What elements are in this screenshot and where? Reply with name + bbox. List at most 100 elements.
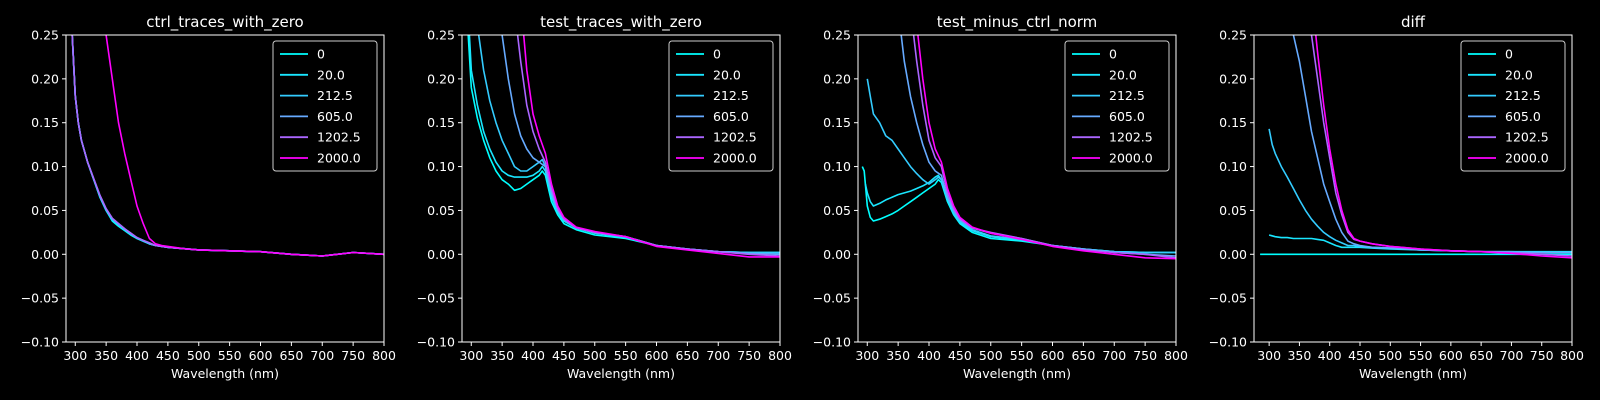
y-tick-label: 0.05 — [427, 203, 455, 218]
chart-title: test_traces_with_zero — [540, 13, 702, 32]
y-tick-label: 0.20 — [31, 71, 59, 86]
x-tick-label: 400 — [521, 348, 545, 363]
x-tick-label: 400 — [125, 348, 149, 363]
y-tick-label: 0.20 — [1219, 71, 1247, 86]
x-tick-label: 550 — [1010, 348, 1034, 363]
x-tick-label: 650 — [1071, 348, 1095, 363]
x-tick-label: 300 — [63, 348, 87, 363]
legend-label: 2000.0 — [1109, 151, 1153, 166]
y-tick-label: 0.15 — [823, 115, 851, 130]
y-tick-label: 0.10 — [823, 159, 851, 174]
x-tick-label: 450 — [156, 348, 180, 363]
x-tick-label: 450 — [948, 348, 972, 363]
x-tick-label: 600 — [1439, 348, 1463, 363]
series-line-1-4 — [516, 35, 780, 257]
legend-label: 20.0 — [1505, 67, 1533, 82]
y-tick-label: −0.05 — [21, 291, 59, 306]
y-tick-label: −0.10 — [1209, 335, 1247, 350]
x-tick-label: 550 — [614, 348, 638, 363]
x-tick-label: 800 — [372, 348, 396, 363]
x-tick-label: 450 — [552, 348, 576, 363]
series-line-2-5 — [917, 35, 1176, 260]
chart-title: ctrl_traces_with_zero — [146, 13, 303, 32]
legend-box — [272, 40, 378, 172]
x-tick-label: 650 — [1469, 348, 1493, 363]
legend-label: 2000.0 — [713, 151, 757, 166]
x-tick-label: 350 — [1287, 348, 1311, 363]
y-tick-label: 0.10 — [427, 159, 455, 174]
x-tick-label: 550 — [218, 348, 242, 363]
legend-box — [668, 40, 774, 172]
y-tick-label: −0.10 — [417, 335, 455, 350]
legend: 0 20.0 212.5 605.0 1202.5 2000.0 — [1064, 40, 1170, 172]
legend-label: 20.0 — [713, 67, 741, 82]
y-tick-label: −0.05 — [813, 291, 851, 306]
y-tick-label: −0.10 — [813, 335, 851, 350]
legend-label: 1202.5 — [1109, 130, 1153, 145]
y-tick-label: 0.05 — [1219, 203, 1247, 218]
y-tick-label: −0.10 — [21, 335, 59, 350]
x-tick-label: 550 — [1409, 348, 1433, 363]
legend-label: 0 — [1505, 47, 1513, 62]
y-tick-label: 0.15 — [427, 115, 455, 130]
legend: 0 20.0 212.5 605.0 1202.5 2000.0 — [668, 40, 774, 172]
axes-frame — [65, 34, 385, 343]
y-tick-label: 0.00 — [31, 247, 59, 262]
series-line-2-3 — [900, 35, 1176, 257]
x-tick-label: 650 — [279, 348, 303, 363]
y-tick-label: 0.15 — [31, 115, 59, 130]
legend-label: 212.5 — [1109, 88, 1145, 103]
legend-label: 1202.5 — [713, 130, 757, 145]
legend-label: 605.0 — [317, 109, 353, 124]
chart-panel-1: test_traces_with_zero 300 350 400 450 500 550 6… — [417, 13, 792, 381]
x-axis-label: Wavelength (nm) — [171, 366, 279, 381]
series-line-0-5 — [105, 35, 384, 257]
x-tick-label: 700 — [1499, 348, 1523, 363]
legend-label: 212.5 — [317, 88, 353, 103]
x-tick-label: 500 — [583, 348, 607, 363]
y-tick-label: 0.15 — [1219, 115, 1247, 130]
chart-title: test_minus_ctrl_norm — [937, 13, 1098, 32]
x-tick-label: 500 — [187, 348, 211, 363]
chart-panel-0: ctrl_traces_with_zero 300 350 400 450 500 550 6… — [21, 13, 396, 381]
y-tick-label: 0.10 — [31, 159, 59, 174]
x-tick-label: 400 — [1318, 348, 1342, 363]
y-tick-label: 0.25 — [823, 28, 851, 43]
series-line-3-5 — [1315, 35, 1572, 259]
legend-label: 2000.0 — [1505, 151, 1549, 166]
axes-frame — [461, 34, 781, 343]
legend-label: 605.0 — [713, 109, 749, 124]
x-axis-label: Wavelength (nm) — [1359, 366, 1467, 381]
y-tick-label: 0.25 — [427, 28, 455, 43]
legend-label: 2000.0 — [317, 151, 361, 166]
y-tick-label: 0.10 — [1219, 159, 1247, 174]
y-tick-label: 0.05 — [823, 203, 851, 218]
y-tick-label: 0.00 — [823, 247, 851, 262]
legend-label: 1202.5 — [317, 130, 361, 145]
x-tick-label: 750 — [341, 348, 365, 363]
chart-panel-3: diff 300 350 400 450 500 550 600 650 700 750 800 −0.… — [1209, 13, 1584, 381]
x-tick-label: 700 — [310, 348, 334, 363]
x-tick-label: 350 — [94, 348, 118, 363]
x-axis-label: Wavelength (nm) — [567, 366, 675, 381]
x-tick-label: 700 — [706, 348, 730, 363]
x-tick-label: 500 — [1378, 348, 1402, 363]
legend-label: 20.0 — [1109, 67, 1137, 82]
x-tick-label: 450 — [1348, 348, 1372, 363]
x-tick-label: 500 — [979, 348, 1003, 363]
y-tick-label: 0.25 — [31, 28, 59, 43]
x-tick-label: 750 — [737, 348, 761, 363]
chart-title: diff — [1401, 13, 1426, 31]
x-tick-label: 600 — [645, 348, 669, 363]
x-tick-label: 300 — [459, 348, 483, 363]
legend-label: 0 — [1109, 47, 1117, 62]
legend-label: 212.5 — [1505, 88, 1541, 103]
x-tick-label: 750 — [1133, 348, 1157, 363]
x-tick-label: 600 — [249, 348, 273, 363]
x-tick-label: 300 — [855, 348, 879, 363]
legend: 0 20.0 212.5 605.0 1202.5 2000.0 — [272, 40, 378, 172]
x-tick-label: 400 — [917, 348, 941, 363]
y-tick-label: 0.05 — [31, 203, 59, 218]
legend-label: 605.0 — [1505, 109, 1541, 124]
